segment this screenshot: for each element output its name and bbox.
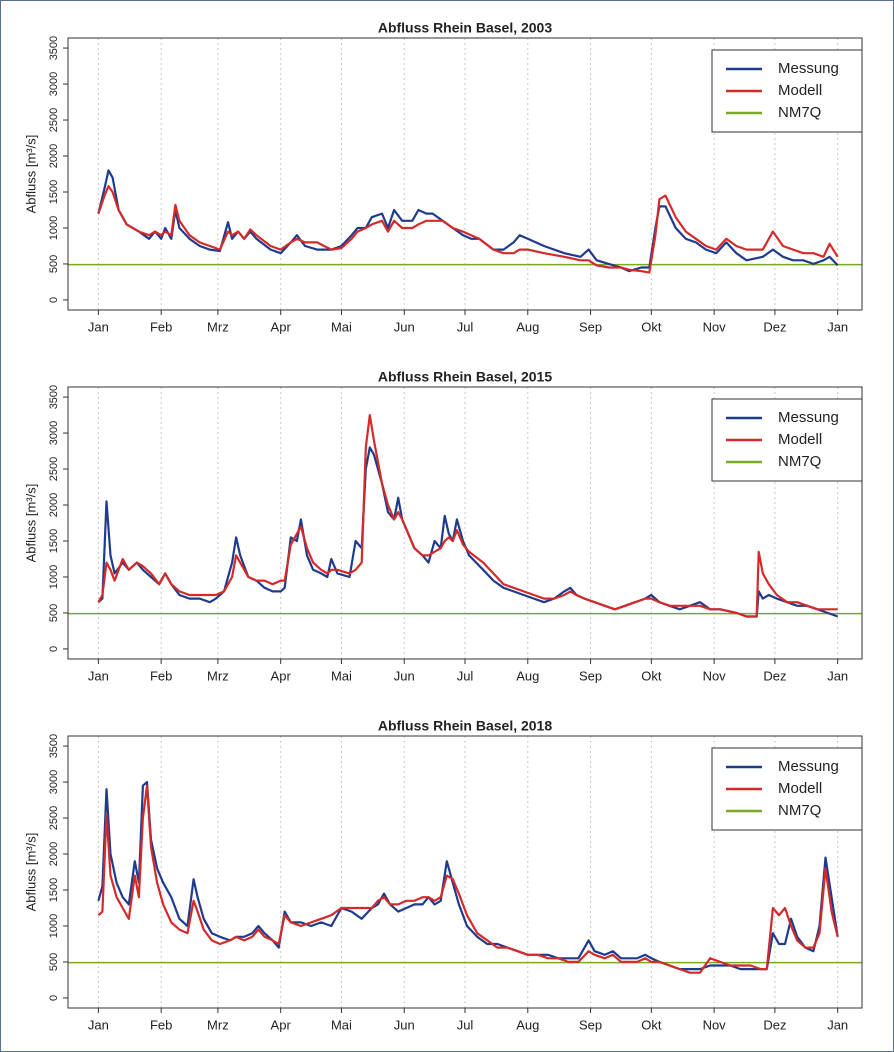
y-tick-label: 1500 xyxy=(48,878,60,902)
x-tick-label: Jul xyxy=(457,1017,474,1032)
legend-label: Messung xyxy=(778,409,839,426)
x-tick-label: Jul xyxy=(457,319,474,334)
y-tick-label: 0 xyxy=(48,297,60,303)
plot-frame xyxy=(67,386,863,660)
x-tick-label: Nov xyxy=(703,668,727,683)
series-line xyxy=(97,185,839,274)
x-tick-label: Mrz xyxy=(207,319,229,334)
x-tick-label: Mai xyxy=(331,668,352,683)
x-tick-label: Nov xyxy=(703,1017,727,1032)
legend-label: Messung xyxy=(778,60,839,77)
y-tick-label: 2000 xyxy=(48,493,60,517)
series-line xyxy=(97,169,839,273)
y-tick-label: 3000 xyxy=(48,72,60,96)
x-tick-label: Dez xyxy=(763,668,786,683)
x-tick-label: Mrz xyxy=(207,668,229,683)
x-tick-label: Sep xyxy=(579,319,602,334)
y-tick-label: 2000 xyxy=(48,144,60,168)
series-line xyxy=(97,781,839,971)
x-tick-label: Aug xyxy=(516,319,539,334)
x-tick-label: Jan xyxy=(88,319,109,334)
y-tick-label: 3500 xyxy=(48,385,60,409)
y-tick-label: 500 xyxy=(48,255,60,273)
legend-label: NM7Q xyxy=(778,104,821,121)
x-tick-label: Mai xyxy=(331,1017,352,1032)
chart-title: Abfluss Rhein Basel, 2018 xyxy=(378,718,553,734)
series-line xyxy=(97,784,839,974)
x-tick-label: Apr xyxy=(271,1017,292,1032)
y-axis-label: Abfluss [m³/s] xyxy=(23,484,38,563)
x-tick-label: Aug xyxy=(516,668,539,683)
x-tick-label: Feb xyxy=(150,319,172,334)
x-tick-label: Jun xyxy=(394,668,415,683)
y-axis-label: Abfluss [m³/s] xyxy=(23,135,38,214)
x-tick-label: Sep xyxy=(579,1017,602,1032)
x-tick-label: Dez xyxy=(763,319,786,334)
x-tick-label: Feb xyxy=(150,1017,172,1032)
x-tick-label: Apr xyxy=(271,319,292,334)
y-tick-label: 3500 xyxy=(48,36,60,60)
legend-label: NM7Q xyxy=(778,453,821,470)
legend-label: Modell xyxy=(778,82,822,99)
y-tick-label: 3500 xyxy=(48,734,60,758)
y-tick-label: 1000 xyxy=(48,216,60,240)
x-tick-label: Jan xyxy=(88,1017,109,1032)
x-tick-label: Aug xyxy=(516,1017,539,1032)
plot-frame xyxy=(67,37,863,311)
x-tick-label: Dez xyxy=(763,1017,786,1032)
legend-label: Modell xyxy=(778,431,822,448)
y-tick-label: 3000 xyxy=(48,421,60,445)
x-tick-label: Feb xyxy=(150,668,172,683)
x-tick-label: Jan xyxy=(827,668,848,683)
y-tick-label: 1500 xyxy=(48,529,60,553)
x-tick-label: Jan xyxy=(88,668,109,683)
legend-label: Modell xyxy=(778,780,822,797)
x-tick-label: Okt xyxy=(641,668,662,683)
x-tick-label: Mai xyxy=(331,319,352,334)
chart-title: Abfluss Rhein Basel, 2003 xyxy=(378,20,553,36)
series-line xyxy=(97,414,838,618)
y-tick-label: 2000 xyxy=(48,842,60,866)
y-tick-label: 500 xyxy=(48,953,60,971)
y-tick-label: 0 xyxy=(48,646,60,652)
legend-label: Messung xyxy=(778,758,839,775)
x-tick-label: Jan xyxy=(827,319,848,334)
y-tick-label: 500 xyxy=(48,604,60,622)
x-tick-label: Jan xyxy=(827,1017,848,1032)
x-tick-label: Jul xyxy=(457,668,474,683)
y-axis-label: Abfluss [m³/s] xyxy=(23,833,38,912)
x-tick-label: Mrz xyxy=(207,1017,229,1032)
y-tick-label: 1500 xyxy=(48,180,60,204)
x-tick-label: Jun xyxy=(394,319,415,334)
y-tick-label: 0 xyxy=(48,995,60,1001)
x-tick-label: Jun xyxy=(394,1017,415,1032)
x-tick-label: Apr xyxy=(271,668,292,683)
x-tick-label: Okt xyxy=(641,1017,662,1032)
chart-title: Abfluss Rhein Basel, 2015 xyxy=(378,369,553,385)
x-tick-label: Okt xyxy=(641,319,662,334)
x-tick-label: Nov xyxy=(703,319,727,334)
y-tick-label: 2500 xyxy=(48,108,60,132)
legend-label: NM7Q xyxy=(778,802,821,819)
y-tick-label: 2500 xyxy=(48,806,60,830)
plot-frame xyxy=(67,735,863,1009)
y-tick-label: 1000 xyxy=(48,565,60,589)
x-tick-label: Sep xyxy=(579,668,602,683)
y-tick-label: 2500 xyxy=(48,457,60,481)
y-tick-label: 1000 xyxy=(48,914,60,938)
y-tick-label: 3000 xyxy=(48,770,60,794)
